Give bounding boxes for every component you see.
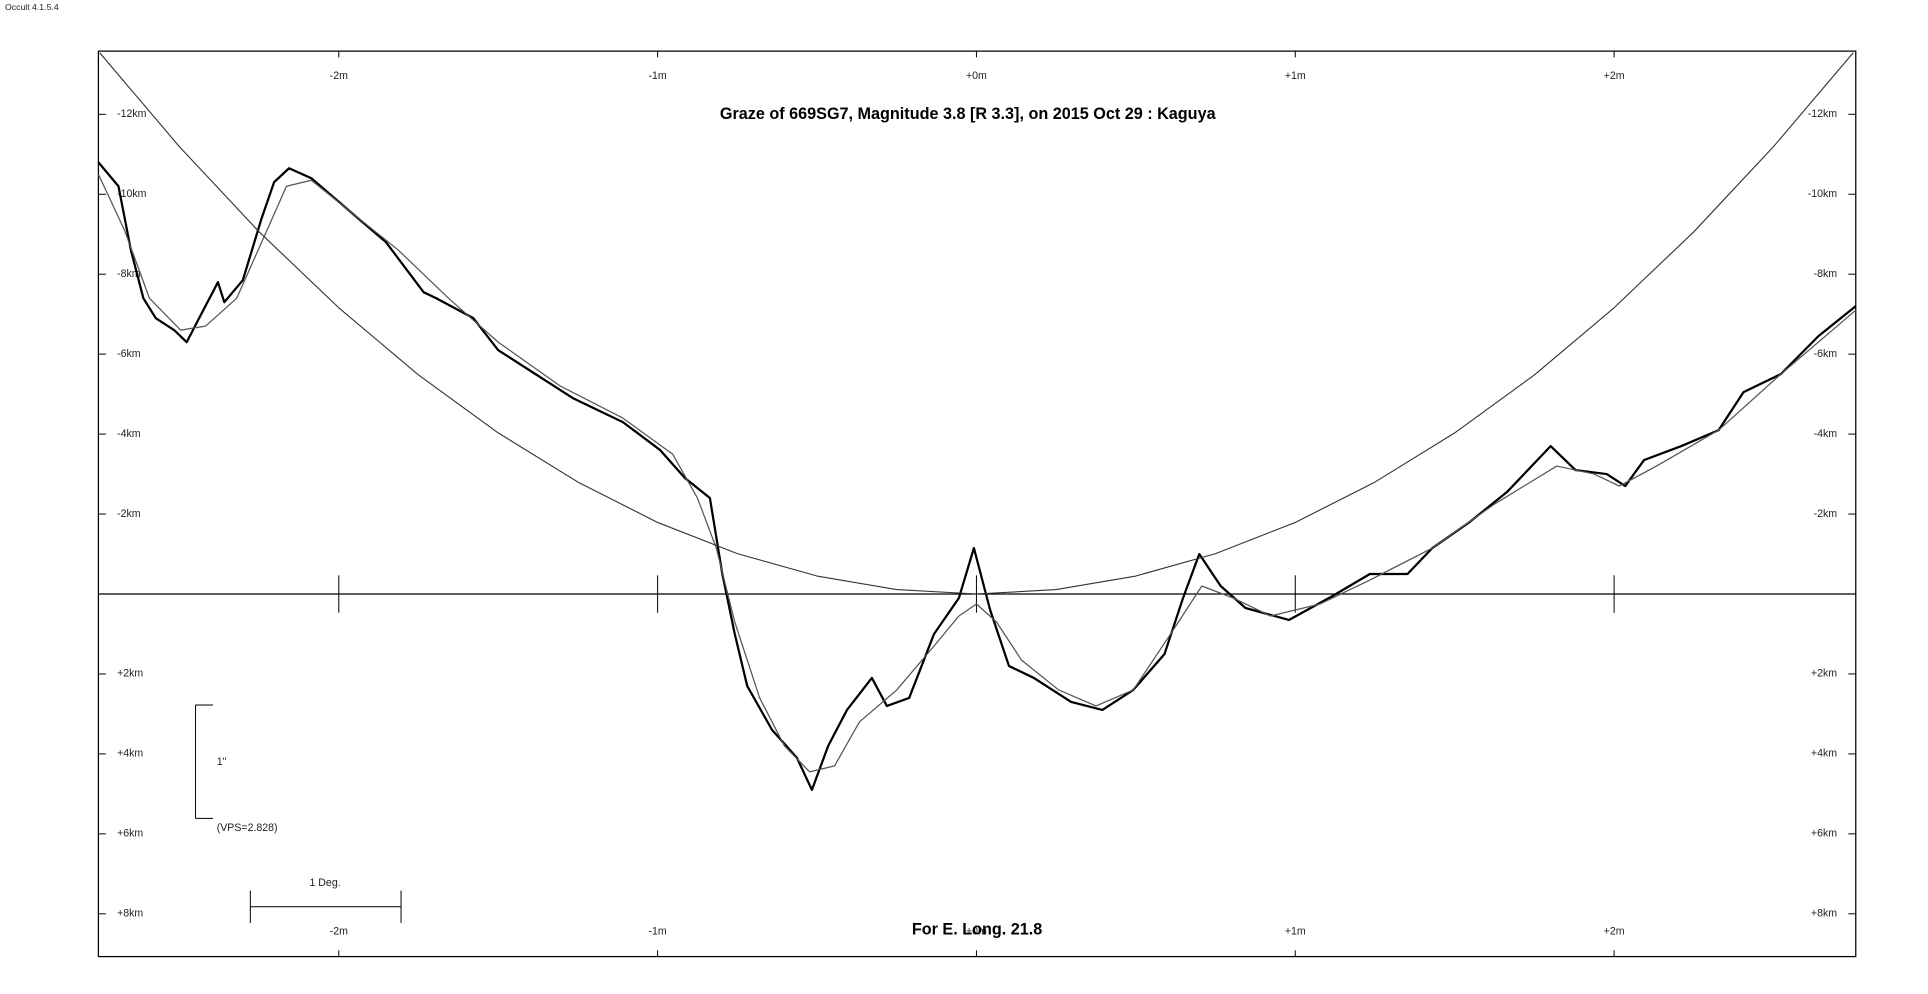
scale-label: 1" bbox=[217, 756, 227, 768]
x-tick-label: -1m bbox=[649, 70, 667, 82]
y-tick-label: -6km bbox=[1814, 348, 1838, 360]
y-tick-label: +6km bbox=[1811, 828, 1837, 840]
y-tick-label: -10km bbox=[117, 188, 147, 200]
y-tick-label: -8km bbox=[1814, 268, 1838, 280]
y-tick-label: +2km bbox=[1811, 668, 1837, 680]
x-tick-label: -2m bbox=[330, 70, 348, 82]
x-tick-label: +1m bbox=[1285, 70, 1306, 82]
y-tick-label: -6km bbox=[117, 348, 141, 360]
x-tick-label: +1m bbox=[1285, 925, 1306, 937]
x-tick-label: +0m bbox=[966, 70, 987, 82]
y-tick-label: +8km bbox=[1811, 908, 1837, 920]
x-tick-label: +2m bbox=[1604, 925, 1625, 937]
y-tick-label: +4km bbox=[1811, 748, 1837, 760]
y-tick-label: -2km bbox=[117, 508, 141, 520]
plot-frame bbox=[97, 50, 1857, 958]
x-tick-label: +0m bbox=[966, 925, 987, 937]
x-tick-label: -1m bbox=[649, 925, 667, 937]
y-tick-label: +6km bbox=[117, 828, 143, 840]
y-tick-label: +4km bbox=[117, 748, 143, 760]
y-tick-label: +2km bbox=[117, 668, 143, 680]
profile-line bbox=[97, 161, 1857, 791]
y-tick-label: -8km bbox=[117, 268, 141, 280]
y-tick-label: -12km bbox=[117, 108, 147, 120]
vps-label: (VPS=2.828) bbox=[217, 822, 278, 834]
y-tick-label: -12km bbox=[1808, 108, 1838, 120]
chart-title: Graze of 669SG7, Magnitude 3.8 [R 3.3], … bbox=[720, 105, 1217, 123]
x-tick-label: -2m bbox=[330, 925, 348, 937]
y-tick-label: -4km bbox=[1814, 428, 1838, 440]
profile-line bbox=[99, 52, 1854, 595]
y-tick-label: -10km bbox=[1808, 188, 1838, 200]
footer-label: For E. Long. 21.8 bbox=[912, 921, 1042, 939]
y-tick-label: +8km bbox=[117, 908, 143, 920]
y-tick-label: -4km bbox=[117, 428, 141, 440]
y-tick-label: -2km bbox=[1814, 508, 1838, 520]
version-label: Occult 4.1.5.4 bbox=[5, 2, 59, 12]
degree-label: 1 Deg. bbox=[309, 877, 340, 889]
profile-line bbox=[97, 173, 1857, 773]
x-tick-label: +2m bbox=[1604, 70, 1625, 82]
